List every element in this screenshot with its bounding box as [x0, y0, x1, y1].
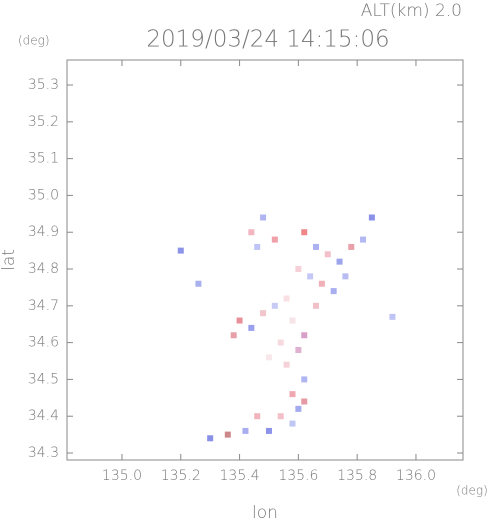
y-tick-label: 35.3 — [28, 77, 59, 93]
echo-point — [368, 214, 375, 221]
echo-point — [301, 398, 308, 405]
y-tick-label: 34.4 — [28, 408, 59, 424]
echo-point — [177, 247, 184, 254]
echo-point — [324, 251, 331, 258]
echo-point — [271, 236, 278, 243]
echo-point — [230, 332, 237, 339]
x-unit: (deg) — [456, 484, 488, 498]
y-tick-label: 34.3 — [28, 445, 59, 461]
x-tick-label: 135.8 — [337, 468, 377, 484]
echo-point — [265, 354, 272, 361]
echo-point — [248, 324, 255, 331]
echo-point — [195, 280, 202, 287]
echo-point — [313, 302, 320, 309]
echo-point — [289, 391, 296, 398]
echo-point — [330, 288, 337, 295]
echo-point — [342, 273, 349, 280]
subtitle: ALT(km) 2.0 — [361, 1, 462, 21]
x-tick-label: 135.2 — [161, 468, 201, 484]
echo-point — [301, 376, 308, 383]
y-tick-label: 35.2 — [28, 114, 59, 130]
echo-point — [260, 310, 267, 317]
y-tick-label: 34.6 — [28, 335, 59, 351]
x-tick-label: 135.0 — [102, 468, 142, 484]
echo-point — [348, 243, 355, 250]
echo-point — [301, 229, 308, 236]
y-tick-label: 34.5 — [28, 371, 59, 387]
y-tick-label: 35.1 — [28, 151, 59, 167]
echo-point — [254, 413, 261, 420]
echo-point — [283, 295, 290, 302]
x-label: lon — [252, 503, 278, 521]
echo-point — [265, 427, 272, 434]
echo-point — [283, 361, 290, 368]
echo-point — [336, 258, 343, 265]
y-tick-label: 34.7 — [28, 298, 59, 314]
echo-point — [248, 229, 255, 236]
y-tick-label: 34.9 — [28, 224, 59, 240]
echo-point — [289, 420, 296, 427]
y-tick-label: 35.0 — [28, 187, 59, 203]
echo-point — [389, 313, 396, 320]
x-tick-label: 135.6 — [278, 468, 318, 484]
echo-point — [295, 405, 302, 412]
echo-point — [295, 266, 302, 273]
plot-frame — [66, 59, 464, 461]
echo-point — [295, 346, 302, 353]
echo-point — [254, 243, 261, 250]
echo-point — [277, 413, 284, 420]
echo-point — [271, 302, 278, 309]
echo-point — [289, 317, 296, 324]
echo-point — [277, 339, 284, 346]
echo-point — [307, 273, 314, 280]
x-tick-label: 136.0 — [396, 468, 436, 484]
echo-point — [360, 236, 367, 243]
y-unit: (deg) — [18, 34, 50, 48]
chart-title: 2019/03/24 14:15:06 — [146, 27, 389, 53]
echo-point — [260, 214, 267, 221]
echo-point — [301, 332, 308, 339]
y-tick-label: 34.8 — [28, 261, 59, 277]
echo-point — [224, 431, 231, 438]
echo-point — [313, 243, 320, 250]
echo-point — [318, 280, 325, 287]
echo-point — [236, 317, 243, 324]
echo-point — [242, 427, 249, 434]
x-tick-label: 135.4 — [220, 468, 260, 484]
echo-point — [207, 435, 214, 442]
y-label: lat — [0, 249, 19, 271]
